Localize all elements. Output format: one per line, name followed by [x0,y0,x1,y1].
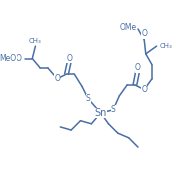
Text: CH₃: CH₃ [160,43,172,49]
Text: OMe: OMe [119,23,136,32]
Text: O: O [15,54,21,63]
Text: O: O [135,63,141,72]
Text: Sn: Sn [95,108,107,118]
Text: O: O [54,74,60,83]
Text: O: O [141,29,147,38]
Text: CH₃: CH₃ [29,38,42,44]
Text: O: O [141,85,147,94]
Text: S: S [86,94,91,103]
Text: O: O [67,54,73,63]
Text: S: S [111,105,115,114]
Text: MeO: MeO [0,54,17,63]
